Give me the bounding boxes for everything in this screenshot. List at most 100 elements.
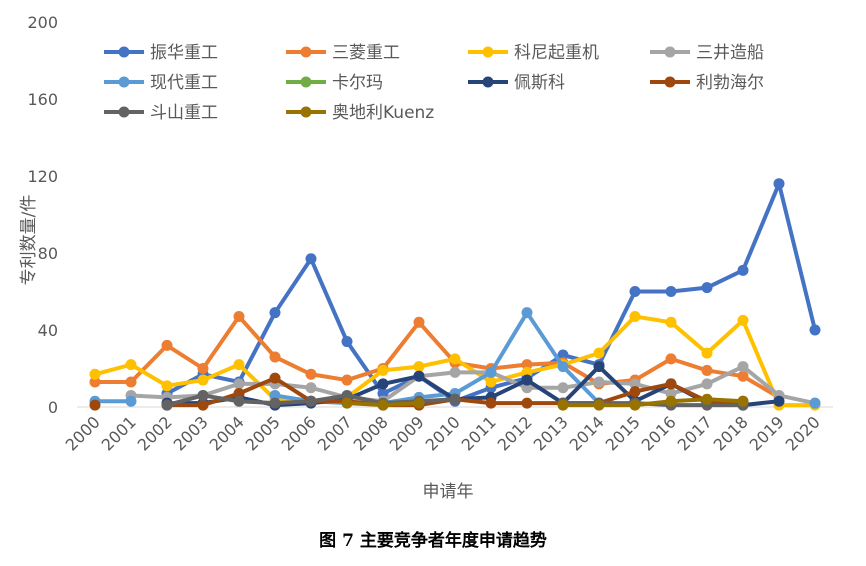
x-tick-label: 2019 [746,412,788,454]
data-point [737,264,749,276]
x-tick-label: 2007 [314,412,356,454]
x-tick-label: 2006 [278,412,320,454]
data-point [89,399,101,411]
data-point [197,399,209,411]
legend-item: 卡尔玛 [286,73,383,93]
data-point [341,397,353,409]
data-point [665,316,677,328]
data-point [233,311,245,323]
data-point [341,374,353,386]
y-tick-label: 200 [27,13,58,32]
data-point [629,286,641,297]
x-tick-label: 2018 [710,412,752,454]
legend-label: 振华重工 [150,43,218,63]
x-tick-label: 2020 [782,412,824,454]
data-point [161,339,173,351]
series-1 [89,311,785,403]
legend-swatch-marker [482,76,494,88]
series-9 [341,393,749,411]
data-point [629,399,641,411]
y-tick-label: 80 [38,244,58,263]
legend-swatch-marker [482,46,494,58]
data-point [809,397,821,409]
data-point [377,378,389,390]
legend-swatch-marker [300,106,312,118]
data-point [161,399,173,411]
legend-swatch-marker [300,76,312,88]
data-point [269,351,281,363]
legend-item: 利勃海尔 [650,73,764,93]
data-point [593,376,605,388]
legend-item: 科尼起重机 [468,43,599,63]
x-tick-label: 2011 [458,412,500,454]
data-point [665,388,677,400]
x-tick-label: 2008 [350,412,392,454]
data-point [737,314,749,326]
x-tick-label: 2010 [422,412,464,454]
data-point [521,374,533,386]
data-point [341,389,353,401]
legend-label: 三井造船 [696,43,764,63]
data-point [377,388,389,400]
data-point [737,370,749,382]
data-point [305,253,317,265]
x-tick-label: 2013 [530,412,572,454]
data-point [305,368,317,380]
data-point [629,311,641,323]
figure-caption: 图 7 主要竞争者年度申请趋势 [319,530,547,551]
legend-label: 利勃海尔 [696,73,764,93]
data-point [485,366,497,378]
data-point [413,370,425,382]
data-point [701,393,713,405]
data-point [269,372,281,384]
series-line [130,364,816,406]
y-axis-label: 专利数量/件 [19,195,39,286]
data-point [485,397,497,409]
data-point [665,378,677,390]
legend-swatch-marker [300,46,312,58]
data-point [413,397,425,409]
data-point [521,397,533,409]
data-point [557,361,569,373]
legend-swatch-marker [118,106,130,118]
data-point [521,359,533,371]
legend-item: 三菱重工 [286,43,400,63]
data-point [413,316,425,328]
x-tick-label: 2015 [602,412,644,454]
legend-swatch-marker [118,46,130,58]
data-point [125,376,137,388]
x-tick-label: 2001 [98,412,140,454]
legend-label: 佩斯科 [514,73,565,93]
data-point [701,282,713,294]
data-point [197,389,209,401]
y-tick-label: 0 [48,398,58,417]
data-point [233,395,245,407]
data-point [305,382,317,394]
data-point [197,374,209,386]
legend-item: 现代重工 [104,73,218,93]
x-tick-label: 2002 [134,412,176,454]
x-tick-label: 2004 [206,412,248,454]
data-point [521,382,533,394]
legend-item: 三井造船 [650,43,764,63]
legend-label: 奥地利Kuenz [332,103,434,123]
data-point [89,368,101,380]
data-point [449,366,461,378]
legend-item: 振华重工 [104,43,218,63]
x-tick-label: 2009 [386,412,428,454]
data-point [269,389,281,401]
y-tick-label: 40 [38,321,58,340]
data-point [413,361,425,373]
data-point [701,364,713,376]
data-point [449,353,461,365]
legend-label: 现代重工 [150,73,218,93]
data-point [701,378,713,390]
data-point [737,361,749,373]
data-point [341,336,353,348]
x-axis-label: 申请年 [423,482,474,502]
legend-item: 斗山重工 [104,103,218,123]
data-point [629,386,641,398]
x-tick-label: 2005 [242,412,284,454]
